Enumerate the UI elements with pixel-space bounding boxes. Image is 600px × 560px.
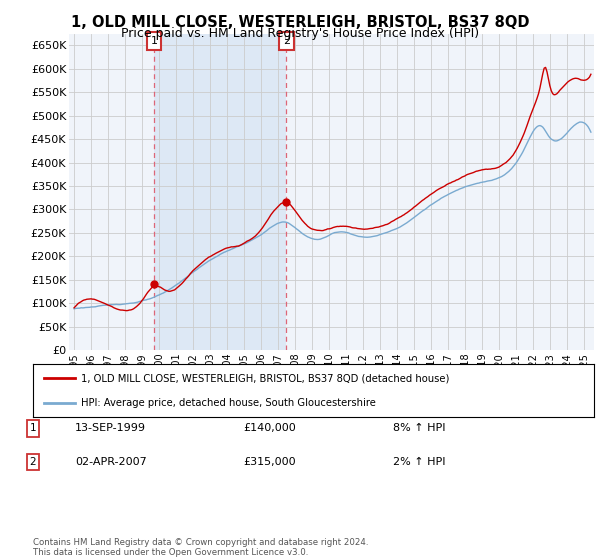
Bar — [154, 34, 286, 350]
Text: 13-SEP-1999: 13-SEP-1999 — [75, 423, 146, 433]
Text: 1, OLD MILL CLOSE, WESTERLEIGH, BRISTOL, BS37 8QD (detached house): 1, OLD MILL CLOSE, WESTERLEIGH, BRISTOL,… — [80, 374, 449, 384]
Text: 1, OLD MILL CLOSE, WESTERLEIGH, BRISTOL, BS37 8QD: 1, OLD MILL CLOSE, WESTERLEIGH, BRISTOL,… — [71, 15, 529, 30]
Text: 2: 2 — [283, 36, 290, 45]
Text: Contains HM Land Registry data © Crown copyright and database right 2024.
This d: Contains HM Land Registry data © Crown c… — [33, 538, 368, 557]
Text: 2% ↑ HPI: 2% ↑ HPI — [393, 457, 445, 467]
Text: 1: 1 — [151, 36, 157, 45]
Text: £140,000: £140,000 — [243, 423, 296, 433]
Text: £315,000: £315,000 — [243, 457, 296, 467]
Text: Price paid vs. HM Land Registry's House Price Index (HPI): Price paid vs. HM Land Registry's House … — [121, 27, 479, 40]
Text: 02-APR-2007: 02-APR-2007 — [75, 457, 147, 467]
Text: 2: 2 — [29, 457, 37, 467]
Text: 8% ↑ HPI: 8% ↑ HPI — [393, 423, 445, 433]
Text: HPI: Average price, detached house, South Gloucestershire: HPI: Average price, detached house, Sout… — [80, 398, 376, 408]
Text: 1: 1 — [29, 423, 37, 433]
